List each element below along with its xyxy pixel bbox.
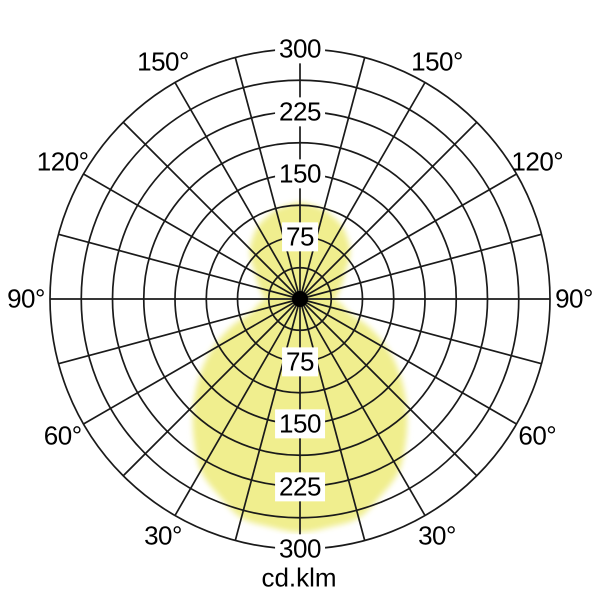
polar-grid-spoke: [83, 298, 301, 425]
polar-grid-spoke: [234, 298, 301, 541]
polar-grid-spoke: [299, 298, 542, 365]
polar-grid-spoke: [299, 298, 517, 425]
polar-grid-spoke: [299, 298, 426, 516]
polar-grid-spoke: [299, 298, 366, 541]
polar-grid-spoke: [58, 298, 301, 365]
polar-grid-spoke: [234, 57, 301, 300]
polar-grid-spoke: [83, 173, 301, 300]
polar-grid-spoke: [299, 173, 517, 300]
unit-label: cd.klm: [261, 562, 337, 593]
polar-grid-spoke: [299, 82, 426, 300]
polar-grid-spoke: [174, 298, 301, 516]
polar-grid-spoke: [174, 82, 301, 300]
polar-grid-spoke: [299, 57, 366, 300]
polar-grid-spoke: [299, 121, 478, 300]
polar-grid-spoke: [58, 233, 301, 300]
polar-grid-spoke: [122, 121, 301, 300]
polar-grid-spoke: [122, 298, 301, 477]
center-point: [292, 291, 308, 307]
polar-grid-spoke: [299, 233, 542, 300]
polar-grid-spoke: [299, 298, 478, 477]
